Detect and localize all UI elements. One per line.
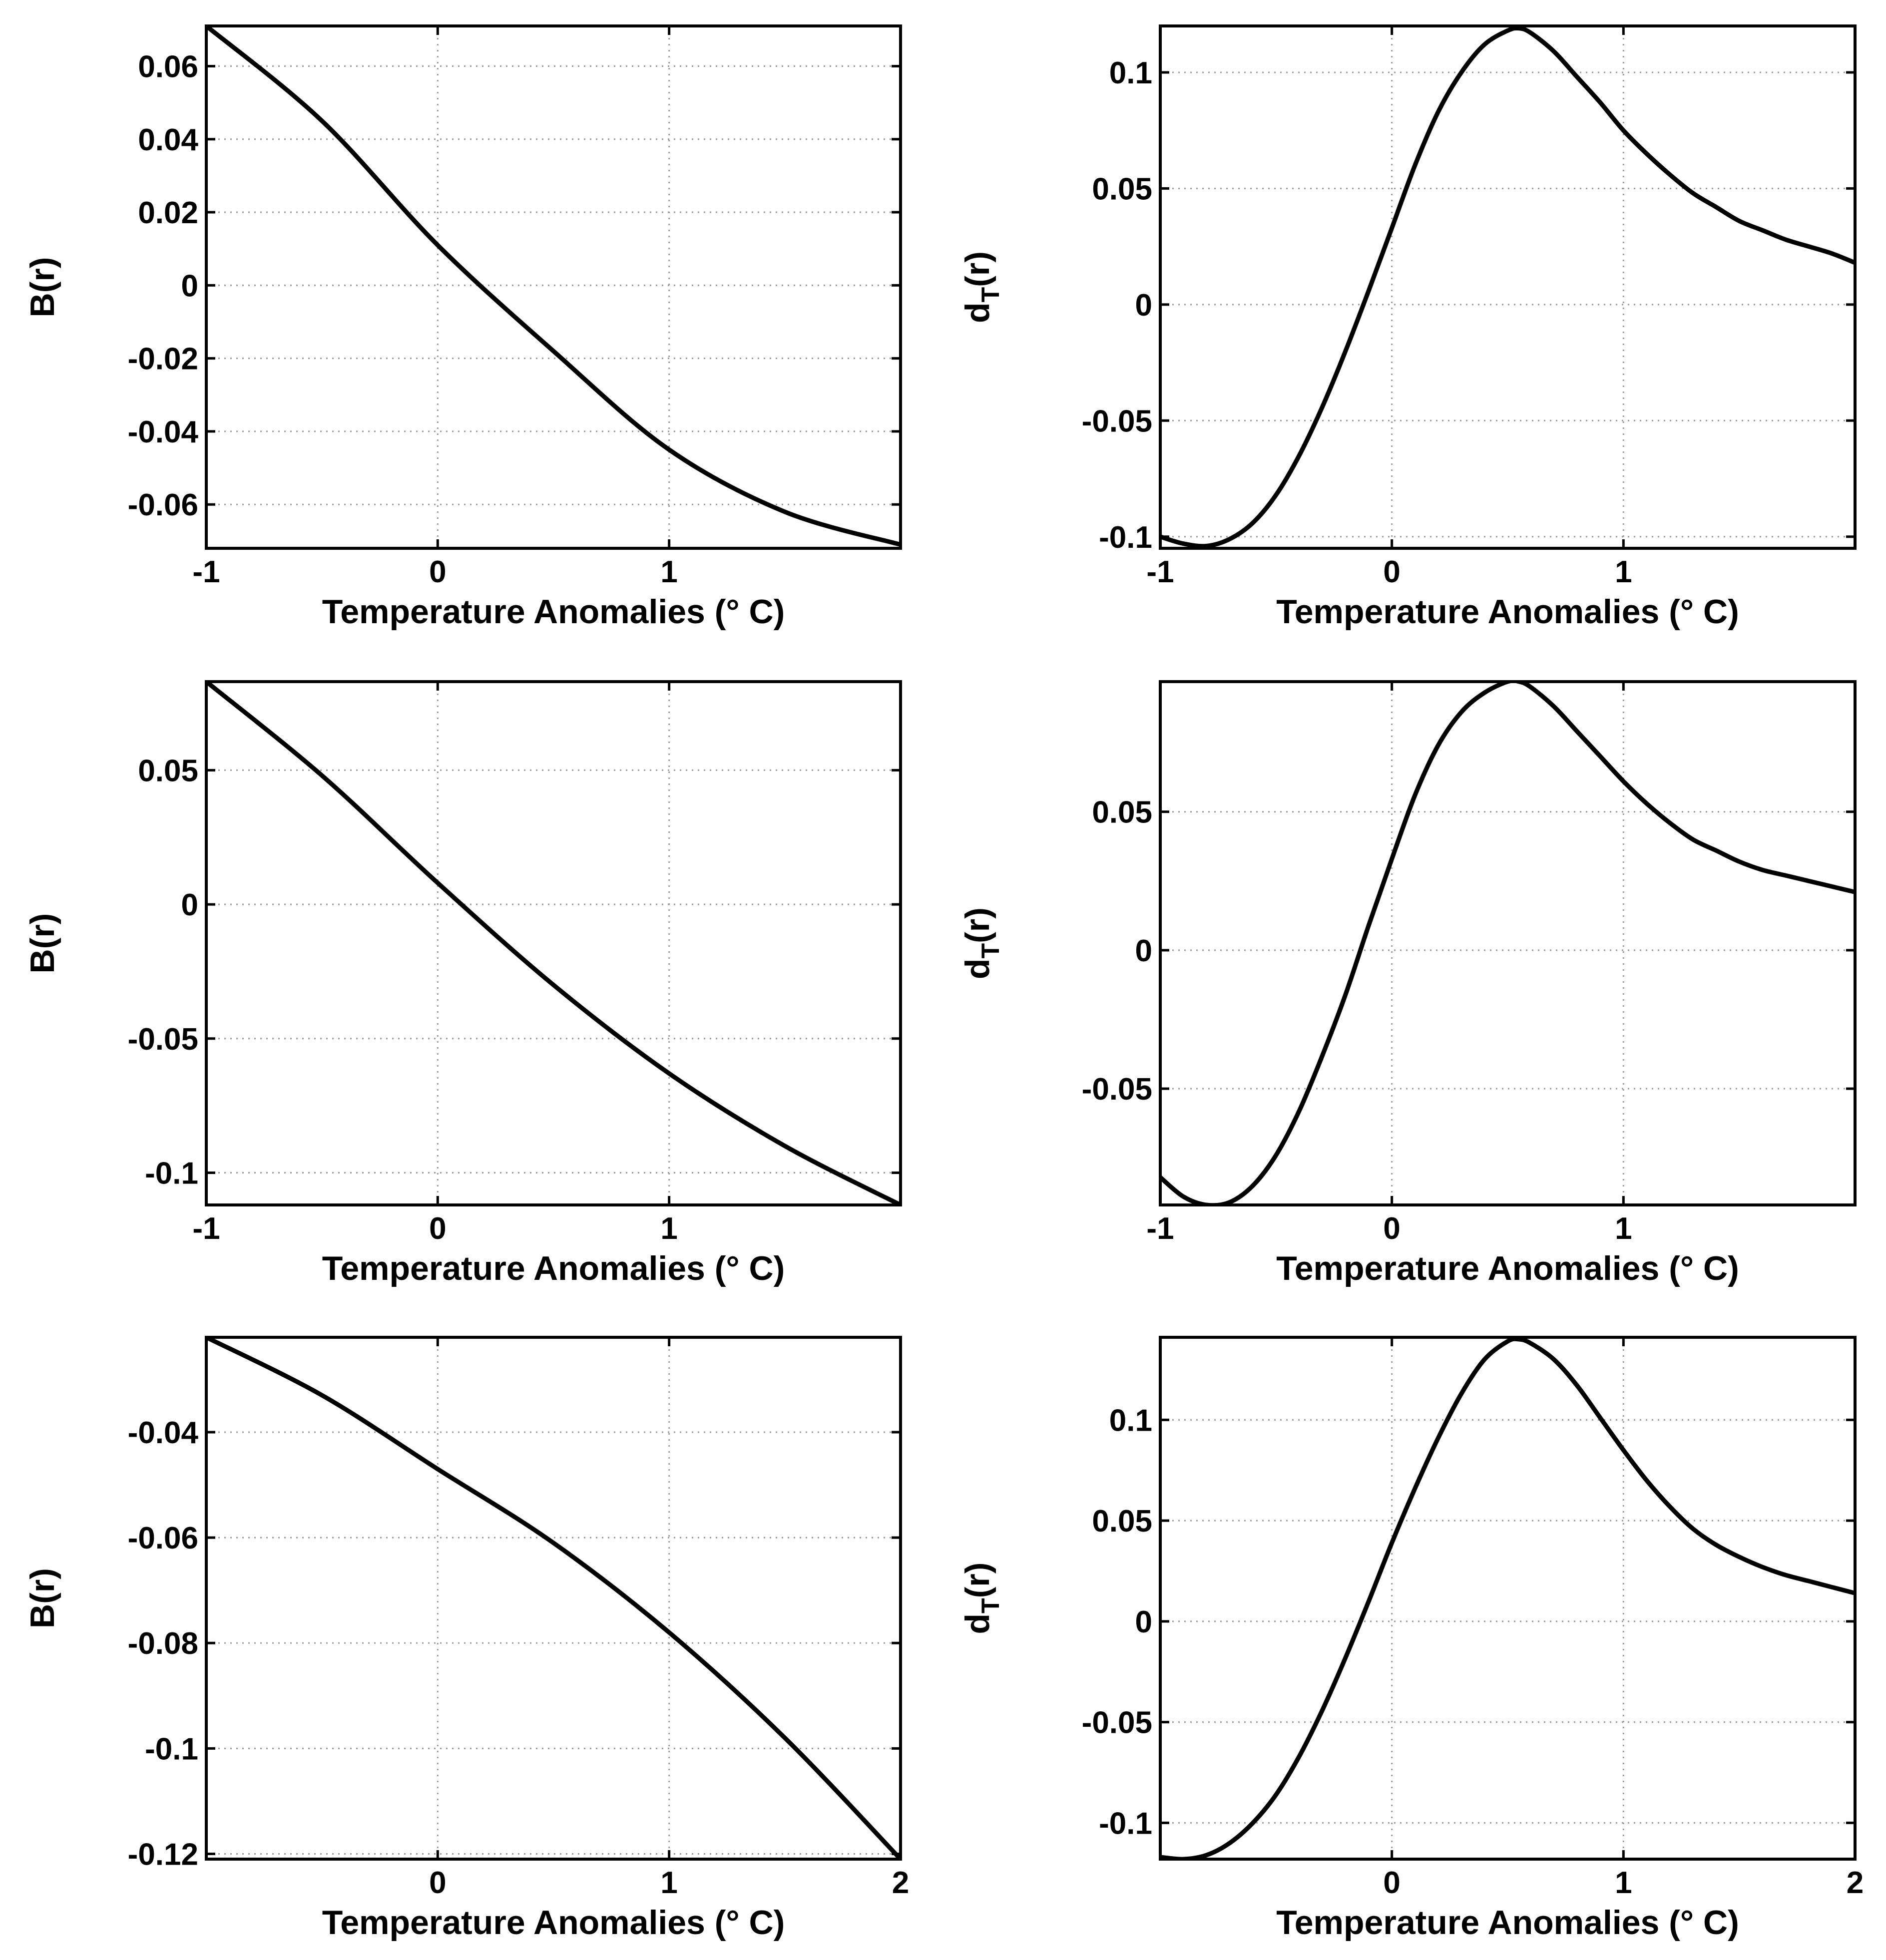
y-tick-label: -0.12: [128, 1837, 198, 1872]
y-axis-label: dT(r): [958, 251, 1004, 323]
y-tick-label: -0.1: [145, 1157, 198, 1191]
x-axis-label: Temperature Anomalies (° C): [1276, 1249, 1739, 1287]
y-tick-label: 0.05: [1092, 795, 1152, 830]
y-tick-label: -0.04: [128, 415, 199, 449]
y-tick-label: -0.06: [128, 488, 198, 522]
y-tick-label: -0.1: [1099, 1806, 1152, 1841]
y-tick-label: 0.04: [138, 123, 198, 157]
y-tick-label: -0.02: [128, 342, 198, 377]
series-line: [206, 682, 901, 1205]
series-line: [206, 26, 901, 547]
y-axis-label: B(r): [23, 1568, 61, 1628]
x-axis-label: Temperature Anomalies (° C): [1276, 593, 1739, 631]
x-tick-label: 1: [1615, 1211, 1632, 1246]
y-tick-label: 0.1: [1109, 1403, 1152, 1438]
y-axis-label: B(r): [23, 257, 61, 318]
y-axis-label: dT(r): [958, 907, 1004, 979]
x-tick-label: 0: [1383, 555, 1400, 589]
x-tick-label: 2: [1847, 1866, 1864, 1900]
chart-panel-3: -1 0 1 0.05 0 -0.05 -0.1 Temperature Anomalies …: [23, 680, 902, 1287]
series-line: [1160, 26, 1855, 548]
y-tick-label: -0.1: [145, 1732, 198, 1766]
x-tick-label: 0: [429, 555, 446, 589]
x-tick-label: 0: [1383, 1211, 1400, 1246]
x-axis-label: Temperature Anomalies (° C): [322, 593, 785, 631]
x-tick-label: -1: [192, 555, 220, 589]
y-tick-label: 0.05: [1092, 1504, 1152, 1539]
y-tick-label: 0.02: [138, 196, 198, 230]
x-tick-label: 1: [660, 555, 677, 589]
y-tick-label: 0.06: [138, 49, 198, 84]
x-tick-label: -1: [192, 1211, 220, 1246]
series-line: [206, 1337, 901, 1859]
x-tick-label: 1: [660, 1866, 677, 1900]
y-tick-label: 0: [1135, 288, 1152, 323]
y-tick-label: 0: [1135, 934, 1152, 968]
axes-frame: [1159, 680, 1857, 1206]
axes-frame: [1159, 24, 1857, 550]
x-tick-label: 0: [429, 1866, 446, 1900]
x-axis-label: Temperature Anomalies (° C): [1276, 1904, 1739, 1942]
x-axis-label: Temperature Anomalies (° C): [322, 1249, 785, 1287]
x-tick-label: 1: [660, 1211, 677, 1246]
chart-panel-1: -1 0 1 0.06 0.04 0.02 0 -0.02 -0.04 -0.06 Temperat…: [23, 24, 902, 631]
chart-panel-4: -1 0 1 0.05 0 -0.05 Temperature Anomalies (° C…: [958, 680, 1857, 1287]
series-line: [1160, 682, 1855, 1205]
y-tick-label: -0.05: [1082, 404, 1152, 438]
x-axis-label: Temperature Anomalies (° C): [322, 1904, 785, 1942]
y-tick-label: 0: [181, 888, 198, 922]
x-tick-label: 0: [1383, 1866, 1400, 1900]
y-tick-label: 0: [181, 269, 198, 303]
chart-panel-6: 0 1 2 0.1 0.05 0 -0.05 -0.1 Temperature Anomalie…: [958, 1336, 1864, 1942]
y-tick-label: -0.08: [128, 1626, 198, 1661]
y-tick-label: 0.05: [138, 754, 198, 788]
chart-panel-2: -1 0 1 0.1 0.05 0 -0.05 -0.1 Temperature Anomali…: [958, 24, 1857, 631]
y-tick-label: 0.1: [1109, 56, 1152, 90]
axes-frame: [205, 1336, 902, 1861]
x-tick-label: 2: [892, 1866, 909, 1900]
y-tick-label: -0.06: [128, 1521, 198, 1556]
y-tick-label: -0.1: [1099, 520, 1152, 555]
axes-frame: [205, 680, 902, 1206]
y-axis-label: B(r): [23, 913, 61, 974]
y-tick-label: -0.04: [128, 1416, 199, 1450]
axes-frame: [205, 24, 902, 550]
x-tick-label: 1: [1615, 555, 1632, 589]
x-tick-label: -1: [1146, 555, 1174, 589]
y-tick-label: -0.05: [1082, 1072, 1152, 1107]
axes-frame: [1159, 1336, 1857, 1861]
y-axis-label: dT(r): [958, 1563, 1004, 1634]
y-tick-label: 0: [1135, 1605, 1152, 1639]
x-tick-label: 1: [1615, 1866, 1632, 1900]
y-tick-label: -0.05: [128, 1022, 198, 1057]
series-line: [1160, 1337, 1855, 1859]
x-tick-label: -1: [1146, 1211, 1174, 1246]
y-tick-label: -0.05: [1082, 1706, 1152, 1740]
chart-panel-5: 0 1 2 -0.04 -0.06 -0.08 -0.1 -0.12 Temperature A…: [23, 1336, 909, 1942]
x-tick-label: 0: [429, 1211, 446, 1246]
y-tick-label: 0.05: [1092, 172, 1152, 206]
